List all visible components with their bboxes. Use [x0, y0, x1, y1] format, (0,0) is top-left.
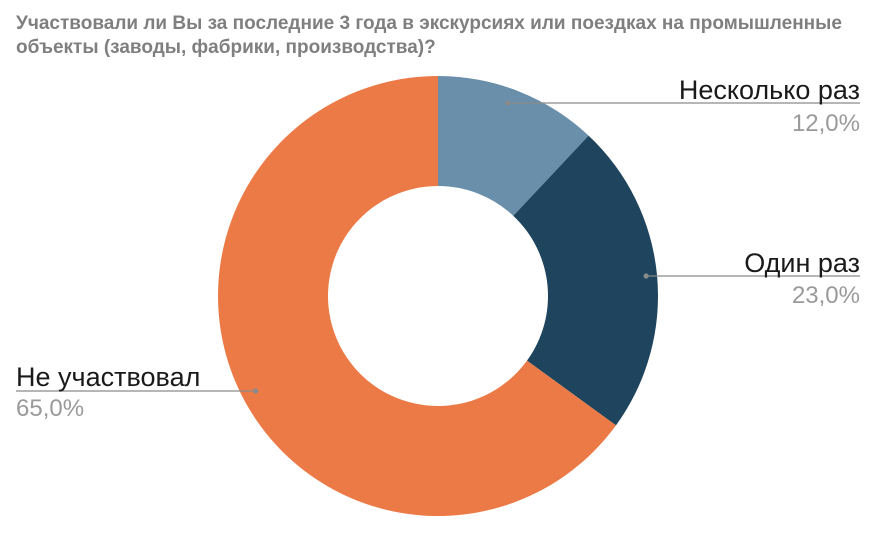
slice-value-1: 12,0% [792, 110, 860, 137]
slice-1 [438, 76, 589, 216]
leader-dot-1 [505, 100, 511, 106]
chart-title: Участвовали ли Вы за последние 3 года в … [16, 13, 842, 58]
slice-label-2: Один раз [744, 248, 860, 278]
slices-layer [217, 75, 658, 517]
labels-layer: Несколько раз 12,0% Один раз 23,0% Не участв… [16, 75, 860, 422]
leader-dot-3 [253, 388, 259, 394]
slice-value-2: 23,0% [792, 282, 860, 309]
leader-dot-2 [643, 273, 649, 279]
slice-2 [513, 135, 658, 426]
slice-label-3: Не участвовал [16, 362, 200, 392]
slice-value-3: 65,0% [16, 395, 84, 422]
slice-3 [217, 75, 616, 517]
slice-label-1: Несколько раз [679, 75, 860, 105]
